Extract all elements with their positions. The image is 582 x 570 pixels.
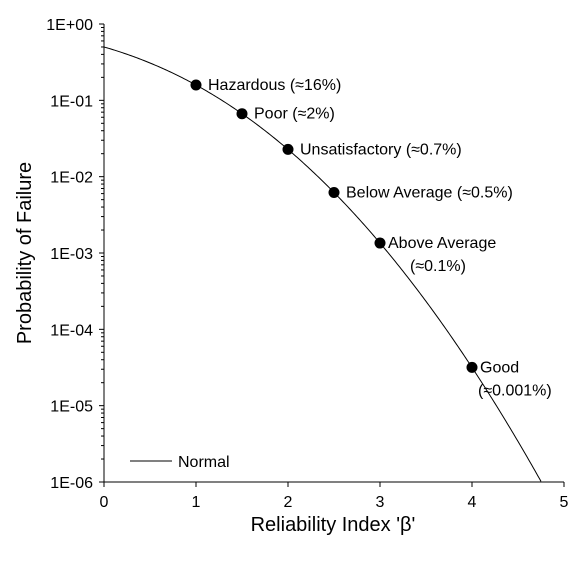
legend: Normal xyxy=(130,454,230,471)
data-point xyxy=(236,108,248,120)
y-tick-label: 1E-02 xyxy=(50,170,93,187)
data-point xyxy=(466,361,478,373)
point-label: Unsatisfactory (≈0.7%) xyxy=(300,141,462,158)
point-label: Below Average (≈0.5%) xyxy=(346,184,513,201)
legend-label-normal: Normal xyxy=(178,454,230,471)
data-point xyxy=(190,79,202,91)
data-points xyxy=(190,79,478,373)
x-tick-label: 5 xyxy=(560,494,569,511)
y-tick-label: 1E-03 xyxy=(50,246,93,263)
y-tick-label: 1E-06 xyxy=(50,475,93,492)
y-axis-ticks: 1E-06 1E-05 1E-04 1E-03 1E-02 1E-01 1E+00 xyxy=(46,17,104,492)
x-axis-title: Reliability Index 'β' xyxy=(251,514,416,536)
data-point xyxy=(282,143,294,155)
y-tick-label: 1E-04 xyxy=(50,322,93,339)
point-label-line2: (≈0.001%) xyxy=(478,382,552,399)
x-tick-label: 3 xyxy=(376,494,385,511)
data-point xyxy=(374,237,386,249)
data-point xyxy=(328,186,340,198)
x-tick-label: 1 xyxy=(192,494,201,511)
normal-series-line xyxy=(103,46,542,482)
y-tick-label: 1E-05 xyxy=(50,399,93,416)
point-label: Good xyxy=(480,359,519,376)
x-axis-ticks: 0 1 2 3 4 5 xyxy=(100,482,569,511)
x-tick-label: 2 xyxy=(284,494,293,511)
point-label-line2: (≈0.1%) xyxy=(410,258,466,275)
point-annotations: Hazardous (≈16%) Poor (≈2%) Unsatisfactory… xyxy=(208,77,552,399)
y-tick-label: 1E+00 xyxy=(46,17,93,34)
point-label: Above Average xyxy=(388,235,496,252)
y-axis-title: Probability of Failure xyxy=(14,162,36,344)
plot-area xyxy=(103,46,542,482)
y-tick-label: 1E-01 xyxy=(50,93,93,110)
x-tick-label: 4 xyxy=(468,494,477,511)
x-tick-label: 0 xyxy=(100,494,109,511)
point-label: Poor (≈2%) xyxy=(254,106,335,123)
point-label: Hazardous (≈16%) xyxy=(208,77,341,94)
